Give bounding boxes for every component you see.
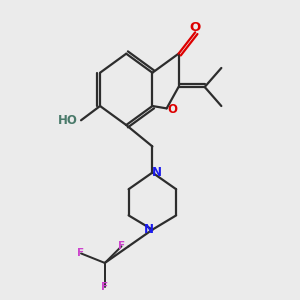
Text: F: F: [101, 282, 108, 292]
Text: O: O: [190, 21, 201, 34]
Text: O: O: [167, 103, 177, 116]
Text: N: N: [152, 166, 162, 179]
Text: F: F: [77, 248, 85, 258]
Text: N: N: [144, 223, 154, 236]
Text: F: F: [118, 241, 125, 251]
Text: HO: HO: [58, 114, 77, 127]
